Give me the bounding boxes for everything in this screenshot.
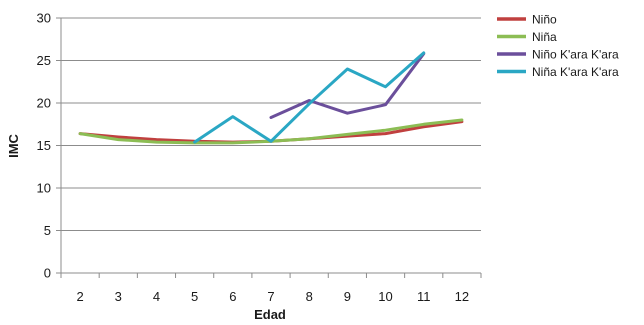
y-axis-title: IMC [6,133,21,157]
legend-label: Niño K'ara K'ara [532,48,619,62]
x-tick-label: 2 [76,289,83,304]
axes [56,17,482,278]
x-tick-label: 10 [378,289,392,304]
y-tick-label: 20 [37,96,51,111]
legend: Niño Niña Niño K'ara K'ara Niña K'ara K'ara [497,13,619,79]
x-tick-label: 4 [153,289,160,304]
x-tick-label: 3 [115,289,122,304]
y-tick-label: 10 [37,181,51,196]
y-tick-label: 25 [37,53,51,68]
y-tick-label: 30 [37,11,51,26]
legend-label: Niña K'ara K'ara [532,65,619,79]
series-lines [78,51,464,145]
tick-labels: 0 5 10 15 20 25 30 2 3 4 5 6 7 8 9 10 11 12 [37,11,470,305]
series-line-4 [193,51,426,144]
series-line-3 [269,52,426,119]
grid-lines [61,17,481,231]
x-tick-label: 8 [306,289,313,304]
y-tick-label: 15 [37,138,51,153]
x-axis-title: Edad [254,307,286,322]
series-line-1 [78,120,464,144]
x-tick-label: 7 [267,289,274,304]
x-tick-label: 12 [455,289,469,304]
y-tick-label: 5 [44,223,51,238]
x-tick-label: 5 [191,289,198,304]
legend-label: Niño [532,13,557,27]
y-tick-label: 0 [44,266,51,281]
x-tick-label: 11 [417,289,431,304]
x-tick-label: 6 [229,289,236,304]
x-tick-label: 9 [344,289,351,304]
legend-label: Niña [532,30,557,44]
